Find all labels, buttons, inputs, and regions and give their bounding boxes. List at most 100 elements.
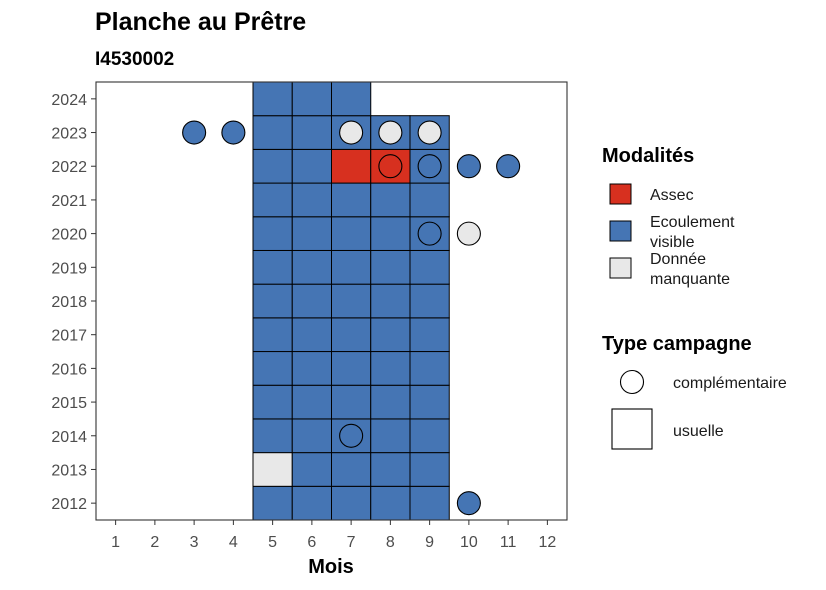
- tile-2015-5: [252, 384, 293, 420]
- tile-2015-7: [331, 384, 372, 420]
- legend-label-assec-0: Assec: [650, 187, 694, 204]
- legend-key-usuelle: [611, 408, 653, 450]
- tile-2020-5: [252, 216, 293, 251]
- x-tick-label-12: 12: [538, 534, 556, 551]
- point-2022-11: [496, 154, 521, 179]
- tile-2024-5: [252, 81, 293, 117]
- tile-2017-9: [409, 317, 450, 353]
- tile-2022-6: [291, 148, 332, 184]
- tile-2021-8: [370, 182, 411, 218]
- legend-key-ecoulement: [609, 220, 632, 242]
- tile-2016-8: [370, 351, 411, 386]
- tile-2016-6: [291, 351, 332, 386]
- y-tick-label-2017: 2017: [51, 328, 87, 345]
- tile-2019-5: [252, 249, 293, 285]
- y-tick-label-2020: 2020: [51, 227, 87, 244]
- chart-subtitle: I4530002: [95, 49, 174, 70]
- point-2020-10: [456, 221, 481, 246]
- tile-2023-6: [291, 115, 332, 150]
- tile-2018-7: [331, 283, 372, 319]
- tile-2014-6: [291, 418, 332, 454]
- tile-2012-5: [252, 485, 293, 521]
- tile-2017-7: [331, 317, 372, 353]
- tile-2024-6: [291, 81, 332, 117]
- tile-2023-5: [252, 115, 293, 150]
- point-2023-3: [182, 120, 207, 145]
- y-tick-label-2018: 2018: [51, 294, 87, 311]
- tile-2014-9: [409, 418, 450, 454]
- tile-2019-7: [331, 249, 372, 285]
- point-2022-10: [456, 154, 481, 179]
- tile-2013-9: [409, 452, 450, 487]
- usuelle-tiles: [252, 81, 450, 521]
- tile-2015-9: [409, 384, 450, 420]
- tile-2013-5: [252, 452, 293, 487]
- point-2022-8: [378, 154, 403, 179]
- legend-label-usuelle: usuelle: [673, 423, 724, 440]
- chart-title: Planche au Prêtre: [95, 8, 306, 36]
- x-tick-label-6: 6: [307, 534, 316, 551]
- tile-2020-7: [331, 216, 372, 251]
- tile-2019-6: [291, 249, 332, 285]
- tile-2020-6: [291, 216, 332, 251]
- x-tick-label-3: 3: [190, 534, 199, 551]
- x-tick-label-2: 2: [150, 534, 159, 551]
- tile-2019-8: [370, 249, 411, 285]
- legend-label-ecoulement-0: Ecoulement: [650, 214, 735, 231]
- x-tick-label-4: 4: [229, 534, 238, 551]
- y-tick-label-2021: 2021: [51, 193, 87, 210]
- tile-2021-7: [331, 182, 372, 218]
- tile-2021-6: [291, 182, 332, 218]
- tile-2017-8: [370, 317, 411, 353]
- tile-2014-5: [252, 418, 293, 454]
- legend-key-assec: [609, 183, 632, 205]
- tile-2012-6: [291, 485, 332, 521]
- tile-2017-5: [252, 317, 293, 353]
- y-tick-label-2014: 2014: [51, 429, 87, 446]
- x-axis: 1 2 3 4 5 6 7 8 9 10 11 12: [111, 520, 556, 551]
- tile-2018-6: [291, 283, 332, 319]
- tile-2021-5: [252, 182, 293, 218]
- tile-2018-9: [409, 283, 450, 319]
- point-2023-8: [378, 120, 403, 145]
- x-tick-label-8: 8: [386, 534, 395, 551]
- tile-2016-7: [331, 351, 372, 386]
- tile-2016-5: [252, 351, 293, 386]
- tile-2014-8: [370, 418, 411, 454]
- legend-key-complementaire: [619, 369, 645, 395]
- y-tick-label-2023: 2023: [51, 126, 87, 143]
- x-tick-label-10: 10: [460, 534, 478, 551]
- tile-2013-7: [331, 452, 372, 487]
- tile-2016-9: [409, 351, 450, 386]
- y-tick-label-2019: 2019: [51, 260, 87, 277]
- legend-type-title: Type campagne: [602, 333, 752, 355]
- point-2012-10: [456, 491, 481, 516]
- y-tick-label-2015: 2015: [51, 395, 87, 412]
- tile-2015-6: [291, 384, 332, 420]
- x-tick-label-11: 11: [500, 534, 517, 551]
- legend-label-ecoulement-1: visible: [650, 234, 695, 251]
- tile-2013-6: [291, 452, 332, 487]
- y-axis: 2012 2013 2014 2015 2016 2017 2018 2019 2020 2021…: [51, 92, 96, 513]
- y-tick-label-2012: 2012: [51, 496, 87, 513]
- y-tick-label-2016: 2016: [51, 361, 87, 378]
- x-axis-title: Mois: [308, 556, 354, 578]
- tile-2012-7: [331, 485, 372, 521]
- legend-key-manquante: [609, 257, 632, 279]
- tile-2024-7: [331, 81, 372, 117]
- x-tick-label-1: 1: [111, 534, 120, 551]
- x-tick-label-5: 5: [268, 534, 277, 551]
- tile-2020-8: [370, 216, 411, 251]
- point-2020-9: [417, 221, 442, 246]
- point-2023-7: [339, 120, 364, 145]
- tile-2017-6: [291, 317, 332, 353]
- point-2023-9: [417, 120, 442, 145]
- tile-2018-5: [252, 283, 293, 319]
- tile-2012-9: [409, 485, 450, 521]
- legend-label-complementaire: complémentaire: [673, 375, 787, 392]
- tile-2015-8: [370, 384, 411, 420]
- legend-label-manquante-0: Donnée: [650, 251, 706, 268]
- tile-2022-5: [252, 148, 293, 184]
